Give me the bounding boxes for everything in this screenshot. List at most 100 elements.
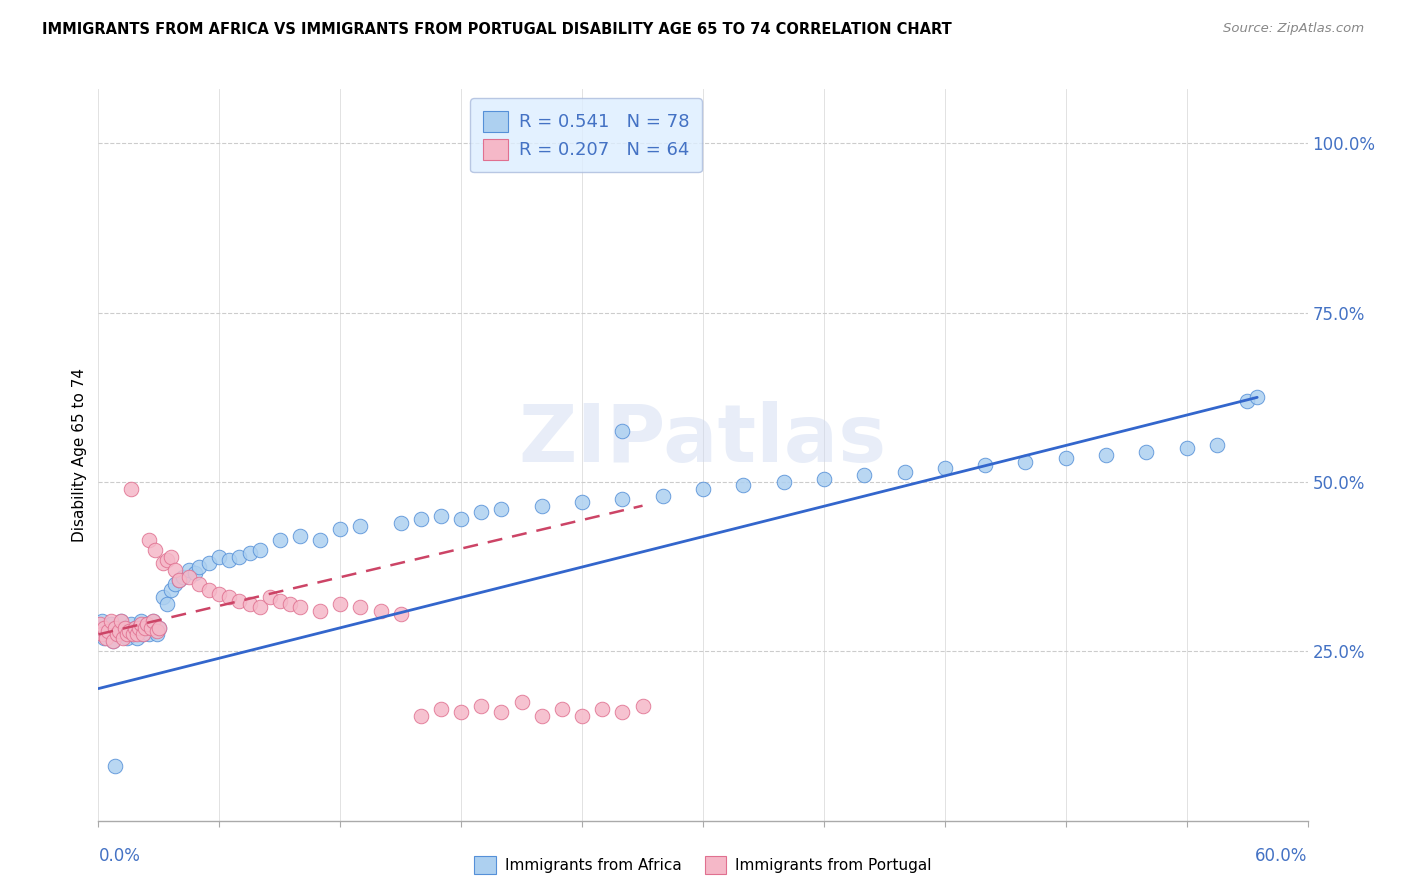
Point [1236, 393, 1258, 408]
Point [530, 708, 553, 723]
Point [143, 624, 166, 638]
Point [259, 590, 281, 604]
Point [132, 627, 155, 641]
Point [269, 593, 291, 607]
Point [134, 621, 156, 635]
Point [309, 604, 332, 618]
Point [893, 465, 915, 479]
Point [110, 614, 132, 628]
Point [269, 533, 291, 547]
Point [91, 627, 114, 641]
Point [89, 617, 111, 632]
Point [329, 597, 352, 611]
Point [124, 621, 146, 635]
Point [139, 621, 162, 635]
Point [156, 597, 179, 611]
Point [111, 631, 134, 645]
Point [1054, 451, 1077, 466]
Point [208, 549, 231, 564]
Point [114, 621, 136, 635]
Point [179, 570, 201, 584]
Point [172, 570, 194, 584]
Point [96, 631, 118, 645]
Point [118, 624, 141, 638]
Point [179, 563, 201, 577]
Point [167, 573, 190, 587]
Point [101, 634, 124, 648]
Point [160, 583, 183, 598]
Point [160, 549, 183, 564]
Point [228, 593, 250, 607]
Point [107, 624, 129, 638]
Point [121, 627, 143, 641]
Point [93, 631, 115, 645]
Point [152, 556, 174, 570]
Point [349, 519, 371, 533]
Point [530, 499, 553, 513]
Point [129, 614, 152, 628]
Legend: R = 0.541   N = 78, R = 0.207   N = 64: R = 0.541 N = 78, R = 0.207 N = 64 [470, 98, 702, 172]
Point [89, 621, 111, 635]
Text: ZIPatlas: ZIPatlas [519, 401, 887, 479]
Point [139, 621, 162, 635]
Point [1095, 448, 1118, 462]
Point [156, 553, 179, 567]
Point [105, 627, 128, 641]
Point [1206, 438, 1229, 452]
Point [120, 482, 142, 496]
Point [115, 631, 138, 645]
Point [491, 502, 513, 516]
Point [370, 604, 392, 618]
Point [974, 458, 997, 472]
Point [733, 478, 755, 492]
Point [278, 597, 301, 611]
Point [651, 489, 673, 503]
Point [389, 607, 412, 621]
Point [146, 627, 169, 641]
Point [853, 468, 876, 483]
Point [152, 590, 174, 604]
Point [124, 621, 146, 635]
Point [198, 556, 221, 570]
Point [309, 533, 332, 547]
Point [114, 621, 136, 635]
Point [772, 475, 794, 489]
Point [163, 576, 186, 591]
Point [100, 617, 122, 632]
Point [111, 627, 134, 641]
Point [97, 624, 120, 638]
Point [1246, 390, 1268, 404]
Point [612, 424, 634, 438]
Point [101, 634, 124, 648]
Point [115, 627, 138, 641]
Point [1014, 455, 1036, 469]
Point [103, 621, 125, 635]
Point [138, 627, 160, 641]
Point [239, 597, 262, 611]
Point [612, 706, 634, 720]
Text: IMMIGRANTS FROM AFRICA VS IMMIGRANTS FROM PORTUGAL DISABILITY AGE 65 TO 74 CORRE: IMMIGRANTS FROM AFRICA VS IMMIGRANTS FRO… [42, 22, 952, 37]
Point [934, 461, 956, 475]
Point [470, 698, 492, 713]
Point [409, 512, 432, 526]
Point [97, 627, 120, 641]
Point [239, 546, 262, 560]
Point [288, 529, 311, 543]
Point [571, 708, 593, 723]
Point [813, 472, 835, 486]
Point [142, 614, 165, 628]
Point [167, 573, 190, 587]
Point [91, 614, 114, 628]
Point [163, 563, 186, 577]
Point [146, 624, 169, 638]
Point [591, 702, 613, 716]
Text: Source: ZipAtlas.com: Source: ZipAtlas.com [1223, 22, 1364, 36]
Point [128, 624, 150, 638]
Point [1175, 441, 1198, 455]
Point [450, 706, 472, 720]
Point [121, 627, 143, 641]
Point [148, 621, 170, 635]
Point [1135, 444, 1157, 458]
Point [128, 621, 150, 635]
Point [249, 600, 271, 615]
